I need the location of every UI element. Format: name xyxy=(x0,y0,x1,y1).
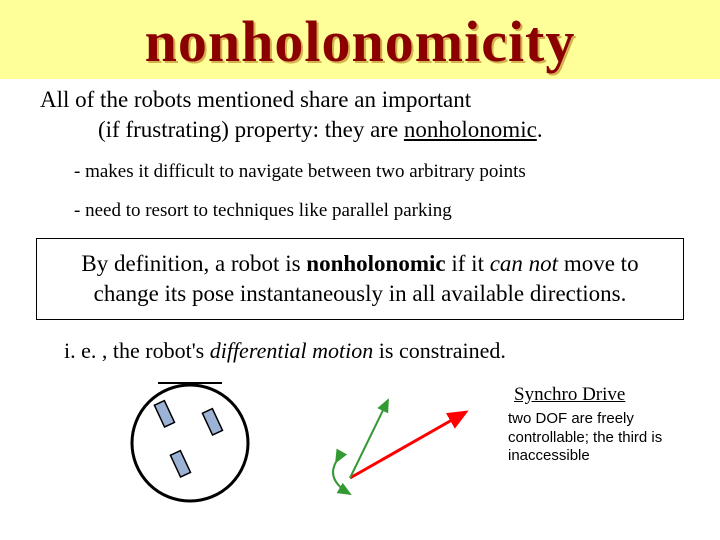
motion-arrows-diagram xyxy=(316,384,486,504)
ie-italic: differential motion xyxy=(210,338,374,363)
intro-text: All of the robots mentioned share an imp… xyxy=(40,85,720,145)
ie-prefix: i. e. , the robot's xyxy=(64,338,210,363)
title-band: nonholonomicity xyxy=(0,0,720,79)
intro-line2-prefix: (if frustrating) property: they are xyxy=(98,117,404,142)
synchro-caption: Synchro Drive two DOF are freely control… xyxy=(508,384,698,466)
bullet-item: - need to resort to techniques like para… xyxy=(74,198,720,224)
def-mid: if it xyxy=(446,251,490,276)
ie-suffix: is constrained. xyxy=(373,338,506,363)
intro-line2-suffix: . xyxy=(537,117,543,142)
diagram-row: Synchro Drive two DOF are freely control… xyxy=(0,378,720,518)
page-title: nonholonomicity xyxy=(0,8,720,75)
definition-box: By definition, a robot is nonholonomic i… xyxy=(36,238,684,320)
synchro-title: Synchro Drive xyxy=(508,384,698,406)
bullet-item: - makes it difficult to navigate between… xyxy=(74,159,720,185)
synchro-text: two DOF are freely controllable; the thi… xyxy=(508,410,698,466)
intro-line1: All of the robots mentioned share an imp… xyxy=(40,85,720,115)
intro-line2-term: nonholonomic xyxy=(404,117,537,142)
bullet-list: - makes it difficult to navigate between… xyxy=(74,159,720,224)
def-bold: nonholonomic xyxy=(306,251,445,276)
ie-text: i. e. , the robot's differential motion … xyxy=(64,338,720,364)
synchro-circle-diagram xyxy=(118,378,268,508)
def-italic: can not xyxy=(490,251,558,276)
def-prefix: By definition, a robot is xyxy=(81,251,306,276)
intro-line2: (if frustrating) property: they are nonh… xyxy=(98,115,720,145)
